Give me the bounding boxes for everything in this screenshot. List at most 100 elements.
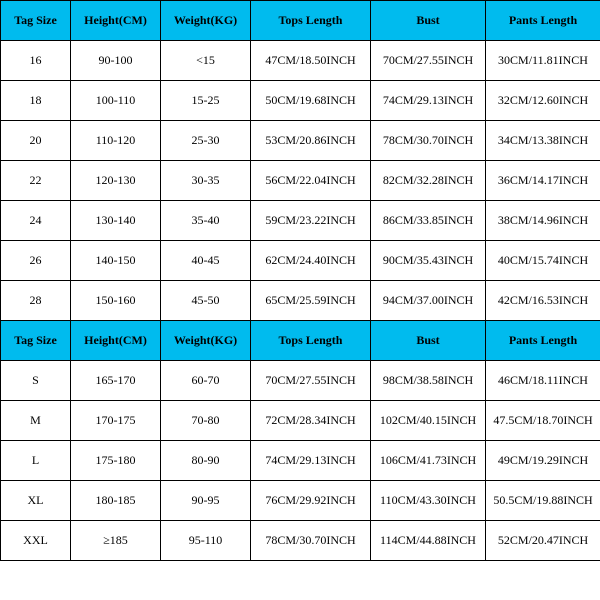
cell: 90-100 xyxy=(71,41,161,81)
cell: 98CM/38.58INCH xyxy=(371,361,486,401)
cell: 22 xyxy=(1,161,71,201)
cell: 18 xyxy=(1,81,71,121)
cell: 24 xyxy=(1,201,71,241)
cell: 32CM/12.60INCH xyxy=(486,81,600,121)
col-pants-length: Pants Length xyxy=(486,1,600,41)
cell: 82CM/32.28INCH xyxy=(371,161,486,201)
table-body-adult: S 165-170 60-70 70CM/27.55INCH 98CM/38.5… xyxy=(1,361,600,561)
table-row: 26 140-150 40-45 62CM/24.40INCH 90CM/35.… xyxy=(1,241,600,281)
cell: 50CM/19.68INCH xyxy=(251,81,371,121)
cell: 90CM/35.43INCH xyxy=(371,241,486,281)
cell: XL xyxy=(1,481,71,521)
cell: ≥185 xyxy=(71,521,161,561)
cell: 40CM/15.74INCH xyxy=(486,241,600,281)
col-pants-length: Pants Length xyxy=(486,321,600,361)
cell: 74CM/29.13INCH xyxy=(251,441,371,481)
cell: S xyxy=(1,361,71,401)
table-header-row: Tag Size Height(CM) Weight(KG) Tops Leng… xyxy=(1,1,600,41)
cell: 49CM/19.29INCH xyxy=(486,441,600,481)
cell: 40-45 xyxy=(161,241,251,281)
cell: 36CM/14.17INCH xyxy=(486,161,600,201)
table-row: 22 120-130 30-35 56CM/22.04INCH 82CM/32.… xyxy=(1,161,600,201)
cell: M xyxy=(1,401,71,441)
cell: 72CM/28.34INCH xyxy=(251,401,371,441)
cell: 80-90 xyxy=(161,441,251,481)
col-tag-size: Tag Size xyxy=(1,321,71,361)
cell: 86CM/33.85INCH xyxy=(371,201,486,241)
size-table-kids: Tag Size Height(CM) Weight(KG) Tops Leng… xyxy=(0,0,600,561)
cell: 42CM/16.53INCH xyxy=(486,281,600,321)
cell: 65CM/25.59INCH xyxy=(251,281,371,321)
cell: 59CM/23.22INCH xyxy=(251,201,371,241)
cell: 130-140 xyxy=(71,201,161,241)
cell: 102CM/40.15INCH xyxy=(371,401,486,441)
table-row: S 165-170 60-70 70CM/27.55INCH 98CM/38.5… xyxy=(1,361,600,401)
cell: 94CM/37.00INCH xyxy=(371,281,486,321)
cell: 74CM/29.13INCH xyxy=(371,81,486,121)
cell: 16 xyxy=(1,41,71,81)
cell: 47.5CM/18.70INCH xyxy=(486,401,600,441)
cell: 47CM/18.50INCH xyxy=(251,41,371,81)
table-row: 16 90-100 <15 47CM/18.50INCH 70CM/27.55I… xyxy=(1,41,600,81)
cell: 50.5CM/19.88INCH xyxy=(486,481,600,521)
table-row: XXL ≥185 95-110 78CM/30.70INCH 114CM/44.… xyxy=(1,521,600,561)
cell: 53CM/20.86INCH xyxy=(251,121,371,161)
cell: L xyxy=(1,441,71,481)
cell: 35-40 xyxy=(161,201,251,241)
table-row: 28 150-160 45-50 65CM/25.59INCH 94CM/37.… xyxy=(1,281,600,321)
table-row: 18 100-110 15-25 50CM/19.68INCH 74CM/29.… xyxy=(1,81,600,121)
col-bust: Bust xyxy=(371,321,486,361)
cell: 45-50 xyxy=(161,281,251,321)
cell: 30-35 xyxy=(161,161,251,201)
cell: 78CM/30.70INCH xyxy=(251,521,371,561)
table-body-kids: 16 90-100 <15 47CM/18.50INCH 70CM/27.55I… xyxy=(1,41,600,321)
cell: 26 xyxy=(1,241,71,281)
table-row: M 170-175 70-80 72CM/28.34INCH 102CM/40.… xyxy=(1,401,600,441)
cell: 175-180 xyxy=(71,441,161,481)
cell: 110CM/43.30INCH xyxy=(371,481,486,521)
cell: 34CM/13.38INCH xyxy=(486,121,600,161)
col-tag-size: Tag Size xyxy=(1,1,71,41)
cell: 70-80 xyxy=(161,401,251,441)
col-height: Height(CM) xyxy=(71,321,161,361)
table-header-row: Tag Size Height(CM) Weight(KG) Tops Leng… xyxy=(1,321,600,361)
table-row: 20 110-120 25-30 53CM/20.86INCH 78CM/30.… xyxy=(1,121,600,161)
cell: 52CM/20.47INCH xyxy=(486,521,600,561)
cell: 165-170 xyxy=(71,361,161,401)
cell: 140-150 xyxy=(71,241,161,281)
col-tops-length: Tops Length xyxy=(251,1,371,41)
cell: 110-120 xyxy=(71,121,161,161)
cell: 70CM/27.55INCH xyxy=(251,361,371,401)
cell: 25-30 xyxy=(161,121,251,161)
cell: 20 xyxy=(1,121,71,161)
col-weight: Weight(KG) xyxy=(161,321,251,361)
cell: 100-110 xyxy=(71,81,161,121)
cell: 56CM/22.04INCH xyxy=(251,161,371,201)
size-chart: Tag Size Height(CM) Weight(KG) Tops Leng… xyxy=(0,0,600,561)
cell: 30CM/11.81INCH xyxy=(486,41,600,81)
cell: 70CM/27.55INCH xyxy=(371,41,486,81)
table-row: L 175-180 80-90 74CM/29.13INCH 106CM/41.… xyxy=(1,441,600,481)
table-row: XL 180-185 90-95 76CM/29.92INCH 110CM/43… xyxy=(1,481,600,521)
cell: 120-130 xyxy=(71,161,161,201)
cell: 114CM/44.88INCH xyxy=(371,521,486,561)
cell: 170-175 xyxy=(71,401,161,441)
cell: 46CM/18.11INCH xyxy=(486,361,600,401)
cell: XXL xyxy=(1,521,71,561)
cell: 62CM/24.40INCH xyxy=(251,241,371,281)
cell: 15-25 xyxy=(161,81,251,121)
cell: 38CM/14.96INCH xyxy=(486,201,600,241)
col-weight: Weight(KG) xyxy=(161,1,251,41)
cell: <15 xyxy=(161,41,251,81)
cell: 95-110 xyxy=(161,521,251,561)
col-bust: Bust xyxy=(371,1,486,41)
table-row: 24 130-140 35-40 59CM/23.22INCH 86CM/33.… xyxy=(1,201,600,241)
col-height: Height(CM) xyxy=(71,1,161,41)
cell: 180-185 xyxy=(71,481,161,521)
cell: 150-160 xyxy=(71,281,161,321)
cell: 60-70 xyxy=(161,361,251,401)
cell: 28 xyxy=(1,281,71,321)
cell: 106CM/41.73INCH xyxy=(371,441,486,481)
col-tops-length: Tops Length xyxy=(251,321,371,361)
cell: 76CM/29.92INCH xyxy=(251,481,371,521)
